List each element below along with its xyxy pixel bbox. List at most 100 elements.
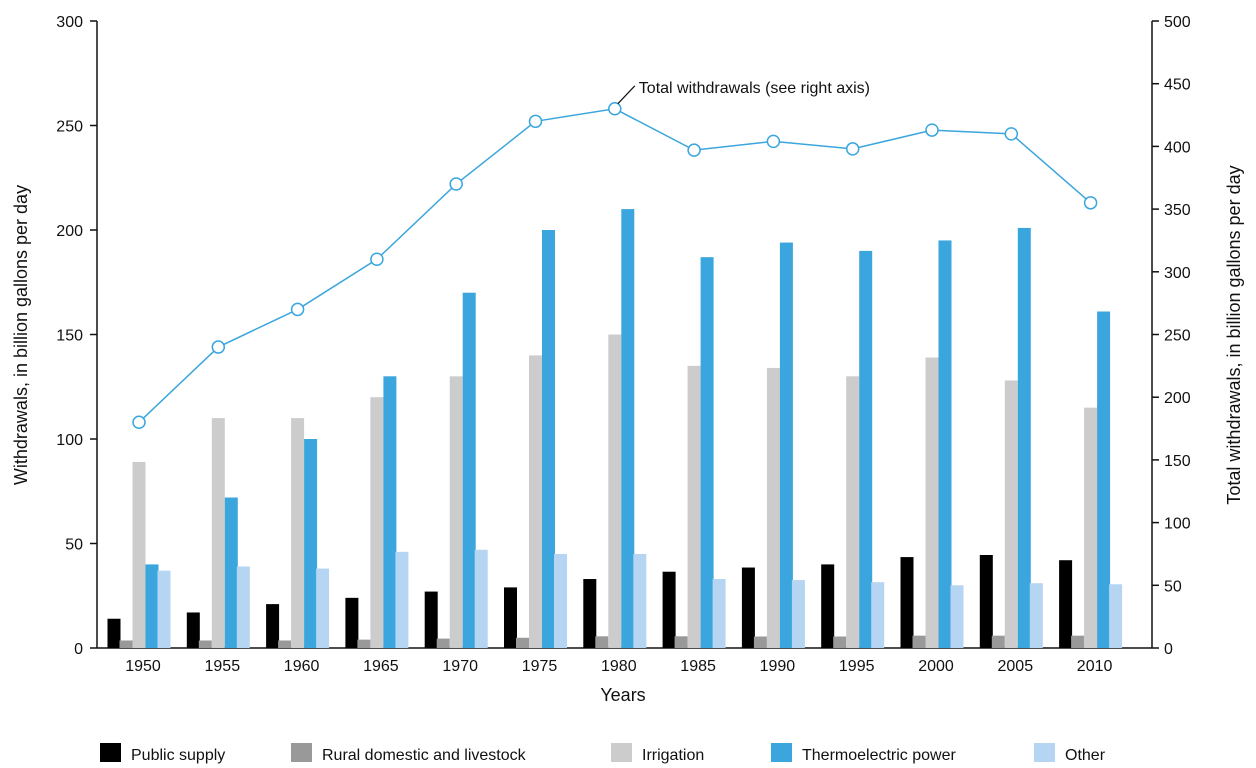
bar-thermoelectric-power [145,564,159,648]
bar-irrigation [211,418,225,648]
bar-public-supply [583,579,597,648]
bar-rural-domestic-and-livestock [674,636,688,648]
right-y-tick-label: 50 [1164,578,1182,595]
bar-other [554,553,567,648]
bar-irrigation [1004,380,1018,648]
bar-public-supply [741,567,755,648]
total-withdrawals-point [845,142,860,156]
bar-rural-domestic-and-livestock [753,636,767,648]
bar-thermoelectric-power [542,230,555,648]
bar-other [950,585,964,648]
bar-other [316,568,330,648]
bar-rural-domestic-and-livestock [198,640,212,648]
bar-other [236,566,250,648]
right-y-tick-label: 150 [1164,453,1191,470]
bar-thermoelectric-power [938,240,952,648]
total-withdrawals-point [290,302,305,317]
bar-other [1109,584,1123,648]
bar-other [157,570,171,648]
bar-rural-domestic-and-livestock [436,638,450,648]
legend-label: Irrigation [642,747,704,764]
legend-swatch [771,743,792,762]
bar-irrigation [846,376,860,648]
total-line-layer [132,102,1098,430]
bar-irrigation [370,397,384,648]
total-withdrawals-point [766,134,781,149]
total-withdrawals-point [449,177,463,191]
bar-rural-domestic-and-livestock [595,636,609,648]
bar-thermoelectric-power [700,257,714,648]
total-withdrawals-point [687,143,701,157]
x-tick-label: 2005 [998,658,1034,675]
bar-irrigation [687,365,701,648]
bar-public-supply [186,612,200,648]
bars-layer [107,209,1123,649]
bar-thermoelectric-power [621,209,635,648]
legend-swatch [611,743,632,762]
x-tick-label: 1950 [125,658,161,675]
annotation-layer: Total withdrawals (see right axis) [617,80,870,105]
bar-irrigation [925,357,939,648]
bar-irrigation [1084,407,1098,648]
bar-public-supply [345,597,359,648]
x-tick-label: 2010 [1077,658,1113,675]
legend-label: Public supply [131,747,225,764]
bar-thermoelectric-power [779,242,793,649]
axis-titles: Years Withdrawals, in billion gallons pe… [11,165,1244,705]
x-tick-label: 1975 [522,658,558,675]
x-tick-label: 1985 [680,658,716,675]
bar-public-supply [900,557,914,648]
bar-thermoelectric-power [462,292,476,648]
bar-rural-domestic-and-livestock [833,636,847,648]
bar-thermoelectric-power [304,439,318,648]
total-withdrawals-point [528,114,543,129]
bar-public-supply [107,618,121,648]
bar-rural-domestic-and-livestock [119,640,133,648]
bar-public-supply [979,554,993,648]
left-y-axis-title: Withdrawals, in billion gallons per day [11,185,31,485]
legend: Public supply Rural domestic and livestoc… [100,743,1106,764]
right-y-tick-label: 400 [1164,139,1191,156]
bar-rural-domestic-and-livestock [991,635,1005,648]
total-withdrawals-point [211,340,226,354]
x-tick-label: 2000 [918,658,954,675]
bar-public-supply [1059,560,1073,648]
legend-label: Rural domestic and livestock [322,747,527,764]
total-withdrawals-point [1083,196,1098,210]
bar-thermoelectric-power [224,497,238,648]
bar-other [712,579,726,648]
bar-irrigation [449,376,463,648]
legend-label: Other [1065,747,1106,764]
bar-other [871,582,885,648]
left-y-tick-label: 0 [74,641,83,658]
left-y-tick-label: 250 [56,119,83,136]
bar-public-supply [662,571,676,648]
right-y-tick-label: 100 [1164,516,1191,533]
bar-public-supply [504,587,517,648]
x-tick-label: 1960 [284,658,320,675]
bar-irrigation [766,367,780,648]
bar-irrigation [608,334,622,648]
bar-irrigation [132,461,146,648]
bar-rural-domestic-and-livestock [516,637,529,648]
bar-other [1029,583,1043,648]
x-tick-label: 1980 [601,658,637,675]
right-y-tick-label: 300 [1164,265,1191,282]
total-withdrawals-point [132,415,146,430]
legend-swatch [291,743,312,762]
right-y-tick-label: 250 [1164,328,1191,345]
annotation-pointer [617,85,636,105]
x-axis-title: Years [600,685,645,705]
right-y-tick-label: 450 [1164,77,1191,94]
bar-public-supply [266,604,280,648]
bar-thermoelectric-power [1097,311,1111,648]
bar-thermoelectric-power [383,376,397,648]
left-y-tick-label: 200 [56,223,83,240]
bar-irrigation [529,355,542,648]
total-withdrawals-point [1004,127,1019,141]
bar-thermoelectric-power [859,250,873,648]
right-y-tick-label: 350 [1164,202,1191,219]
bar-irrigation [291,418,305,648]
x-tick-label: 1990 [760,658,796,675]
